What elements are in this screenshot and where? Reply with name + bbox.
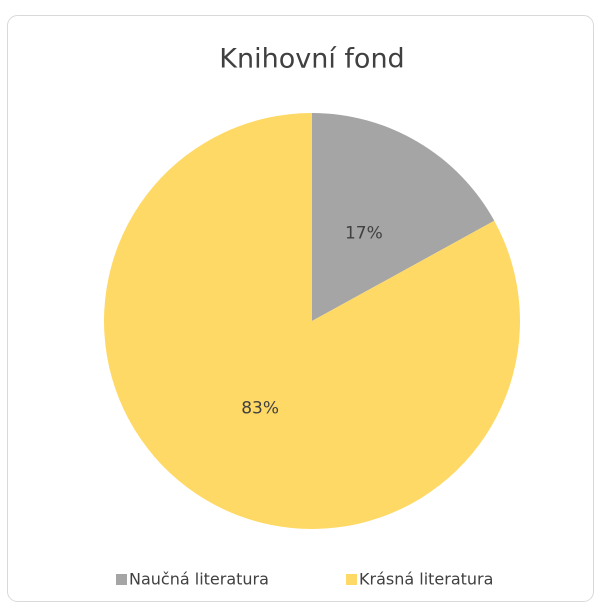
- legend-label: Krásná literatura: [359, 570, 493, 589]
- data-label: 17%: [345, 223, 383, 243]
- legend-swatch: [346, 574, 357, 585]
- pie-slice: [104, 113, 521, 529]
- legend-swatch: [116, 574, 127, 585]
- pie-slice: [312, 113, 495, 321]
- chart-title: Knihovní fond: [219, 44, 404, 75]
- data-label: 83%: [241, 399, 279, 419]
- legend-label: Naučná literatura: [129, 570, 269, 589]
